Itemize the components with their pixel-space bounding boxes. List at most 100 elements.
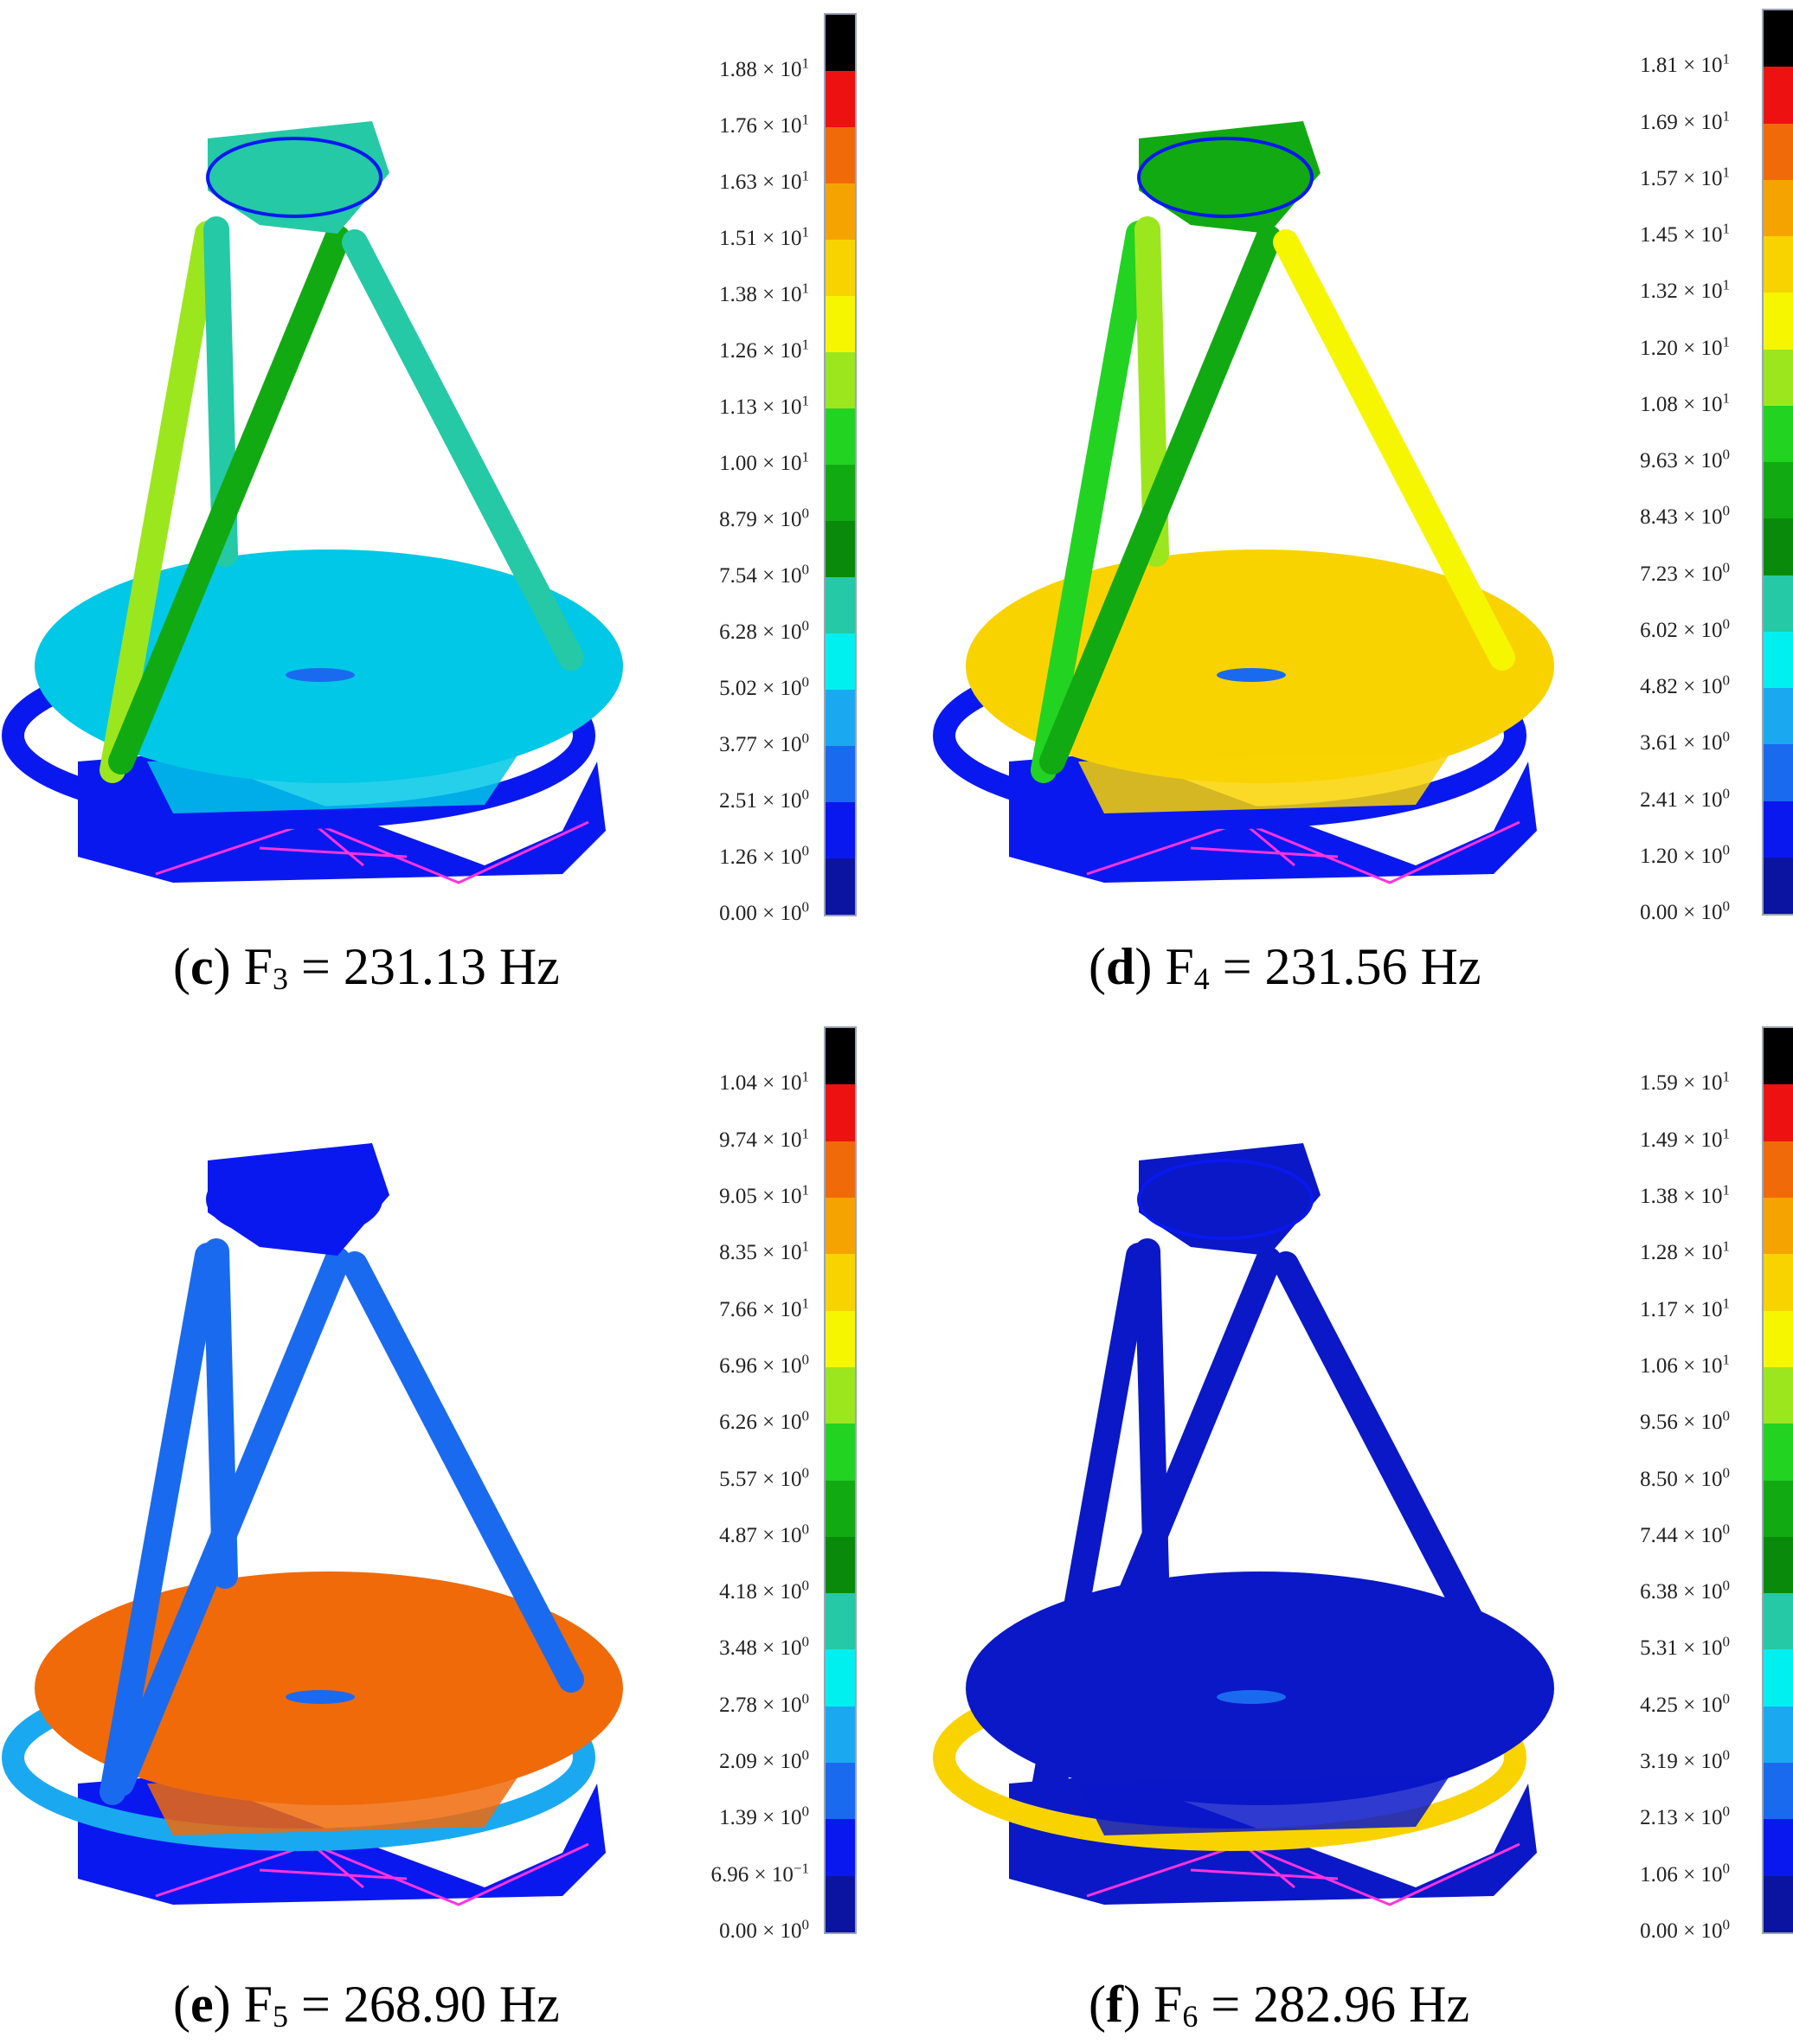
colour-scale-segment xyxy=(826,1763,855,1820)
scale-tick-exponent: 0 xyxy=(801,730,810,747)
colour-scale-segment xyxy=(826,1480,855,1537)
panel-c: 1.88 × 101 1.76 × 101 1.63 × 101 1.51 × 101… xyxy=(0,0,896,1022)
mirror-cell xyxy=(1078,753,1450,813)
colour-scale-segment xyxy=(826,296,855,352)
scale-tick-label: 9.56 × 100 xyxy=(1640,1409,1730,1433)
scale-tick-exponent: 0 xyxy=(801,505,810,522)
caption-close-paren: ) xyxy=(1134,938,1166,995)
scale-tick-exponent: 0 xyxy=(801,561,810,578)
colour-scale-segment xyxy=(826,1197,855,1255)
colour-scale-segment xyxy=(1764,800,1793,858)
caption-letter: c xyxy=(190,938,214,995)
scale-tick-exponent: 1 xyxy=(1722,107,1731,125)
caption-frequency-value: = 231.13 Hz xyxy=(287,938,560,995)
colour-scale-segment xyxy=(826,746,855,802)
scale-tick-mantissa: 1.20 × 10 xyxy=(1640,844,1723,868)
scale-tick-mantissa: 8.79 × 10 xyxy=(719,508,802,531)
scale-tick-mantissa: 7.66 × 10 xyxy=(719,1297,802,1321)
scale-tick-exponent: 0 xyxy=(1722,1634,1731,1651)
colour-scale-segment xyxy=(826,1084,855,1141)
scale-tick-mantissa: 1.32 × 10 xyxy=(1640,280,1723,304)
scale-tick-label: 2.41 × 100 xyxy=(1640,786,1730,812)
scale-tick-mantissa: 1.38 × 10 xyxy=(719,283,802,306)
caption-close-paren: ) xyxy=(213,938,244,995)
scale-tick-exponent: 1 xyxy=(801,1295,810,1312)
scale-tick-label: 1.51 × 101 xyxy=(719,225,809,249)
colour-scale-segment xyxy=(826,352,855,408)
scale-tick-label: 1.26 × 100 xyxy=(719,844,809,868)
scale-tick-label: 1.06 × 101 xyxy=(1640,1353,1730,1378)
caption-mode-index: 3 xyxy=(272,961,288,996)
scale-tick-mantissa: 1.39 × 10 xyxy=(719,1806,802,1830)
colour-scale-segment xyxy=(826,1254,855,1311)
scale-tick-mantissa: 4.82 × 10 xyxy=(1640,675,1723,698)
panel-caption: (c) F3 = 231.13 Hz xyxy=(173,936,560,1004)
scale-tick-mantissa: 1.76 × 10 xyxy=(719,114,802,138)
scale-tick-exponent: 1 xyxy=(1722,389,1731,407)
scale-tick-mantissa: 2.09 × 10 xyxy=(719,1750,802,1774)
scale-tick-label: 1.69 × 101 xyxy=(1640,108,1730,132)
caption-frequency-value: = 231.56 Hz xyxy=(1209,938,1481,995)
scale-tick-mantissa: 0.00 × 10 xyxy=(1640,1919,1723,1943)
caption-open-paren: ( xyxy=(173,938,190,995)
scale-tick-label: 4.87 × 100 xyxy=(719,1521,809,1546)
scale-tick-label: 1.81 × 101 xyxy=(1640,52,1730,76)
support-leg-4 xyxy=(1273,1251,1515,1693)
mirror-center-hole xyxy=(1217,668,1286,682)
scale-tick-exponent: 1 xyxy=(801,448,810,466)
colour-scale-segment xyxy=(1764,1310,1793,1367)
colour-scale-segment xyxy=(1764,349,1793,406)
support-truss xyxy=(155,820,589,884)
scale-tick-mantissa: 5.31 × 10 xyxy=(1640,1636,1723,1661)
scale-tick-exponent: 1 xyxy=(1722,1237,1731,1255)
scale-tick-label: 6.38 × 100 xyxy=(1640,1578,1730,1603)
mirror-center-hole xyxy=(1217,1690,1286,1704)
scale-tick-label: 0.00 × 100 xyxy=(719,1916,810,1942)
scale-tick-exponent: 0 xyxy=(1722,1690,1731,1707)
secondary-mirror-top xyxy=(1139,1143,1321,1256)
scale-tick-mantissa: 2.41 × 10 xyxy=(1640,787,1723,812)
scale-tick-label: 8.50 × 100 xyxy=(1640,1465,1730,1491)
colour-scale-segment xyxy=(1764,1763,1793,1820)
mirror-cell xyxy=(147,1775,519,1835)
colour-scale-segment xyxy=(1764,1706,1793,1764)
scale-tick-exponent: 1 xyxy=(801,280,810,297)
scale-tick-label: 6.96 × 100 xyxy=(719,1353,809,1377)
panel-e: 1.04 × 101 9.74 × 101 9.05 × 101 8.35 × 101… xyxy=(0,1022,896,2044)
scale-tick-label: 9.05 × 101 xyxy=(719,1183,809,1207)
scale-tick-exponent: 0 xyxy=(801,673,810,691)
scale-tick-mantissa: 8.50 × 10 xyxy=(1640,1467,1723,1491)
scale-tick-label: 1.04 × 101 xyxy=(719,1070,809,1094)
scale-tick-exponent: 1 xyxy=(801,1237,810,1255)
support-leg-3 xyxy=(1039,1247,1282,1797)
model-group xyxy=(933,121,1554,884)
scale-tick-exponent: 0 xyxy=(801,1464,810,1482)
colour-scale-segment xyxy=(1764,1480,1793,1537)
panel-caption: (f) F6 = 282.96 Hz xyxy=(1089,1974,1469,2041)
scale-tick-exponent: 1 xyxy=(801,167,810,184)
scale-tick-exponent: 0 xyxy=(1722,559,1731,576)
support-leg-1 xyxy=(100,1243,221,1805)
scale-tick-label: 5.57 × 100 xyxy=(719,1465,809,1489)
colour-scale-segment xyxy=(1764,688,1793,745)
scale-tick-mantissa: 0.00 × 10 xyxy=(1640,901,1723,924)
scale-tick-exponent: 1 xyxy=(1722,50,1731,67)
panel-d: 1.81 × 101 1.69 × 101 1.57 × 101 1.45 × 101… xyxy=(896,0,1793,1022)
scale-tick-exponent: 0 xyxy=(1722,502,1731,519)
support-leg-4 xyxy=(342,1251,584,1693)
scale-tick-mantissa: 3.48 × 10 xyxy=(719,1636,802,1661)
scale-tick-mantissa: 1.06 × 10 xyxy=(1640,1353,1723,1378)
scale-tick-label: 6.28 × 100 xyxy=(719,619,809,644)
scale-tick-mantissa: 6.28 × 10 xyxy=(719,620,802,644)
colour-scale-segment xyxy=(1764,1593,1793,1650)
caption-mode-index: 6 xyxy=(1182,1999,1199,2034)
scale-tick-exponent: 0 xyxy=(801,1916,810,1933)
scale-tick-label: 4.82 × 100 xyxy=(1640,673,1730,698)
colour-scale-segment xyxy=(1764,1649,1793,1707)
colour-scale-segment xyxy=(1764,1424,1793,1481)
colour-scale-segment xyxy=(1764,1366,1793,1424)
mirror-center-hole xyxy=(286,668,355,682)
mirror-cell xyxy=(147,753,519,813)
scale-tick-label: 5.31 × 100 xyxy=(1640,1634,1731,1661)
scale-tick-label: 1.20 × 101 xyxy=(1640,334,1730,358)
